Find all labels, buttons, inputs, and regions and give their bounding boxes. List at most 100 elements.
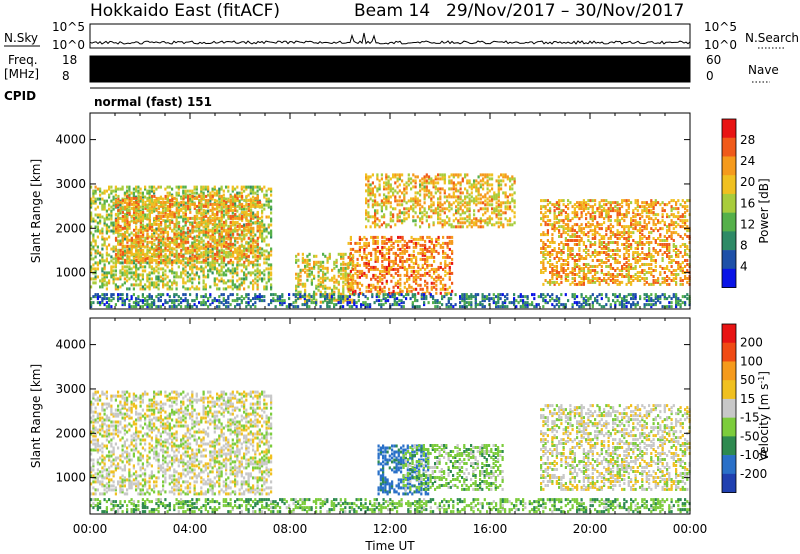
power-echo-cell xyxy=(198,246,201,250)
power-echo-cell xyxy=(144,224,147,228)
power-echo-cell xyxy=(297,280,300,284)
power-echo-cell xyxy=(234,256,237,260)
power-echo-cell xyxy=(252,238,255,242)
power-echo-cell xyxy=(155,283,158,287)
power-echo-cell xyxy=(182,246,185,250)
power-echo-cell xyxy=(175,229,178,233)
power-echo-cell xyxy=(207,261,210,265)
power-echo-cell xyxy=(222,265,225,269)
power-echo-cell xyxy=(166,191,169,195)
power-echo-cell xyxy=(605,209,608,213)
power-echo-cell xyxy=(155,236,158,240)
power-echo-cell xyxy=(352,255,355,259)
power-echo-cell xyxy=(416,199,419,203)
power-echo-cell xyxy=(509,177,512,181)
power-echo-cell xyxy=(153,231,156,235)
power-echo-cell xyxy=(182,230,185,234)
power-echo-cell xyxy=(396,185,399,189)
power-echo-cell xyxy=(155,258,158,262)
power-echo-cell xyxy=(365,197,368,201)
power-echo-cell xyxy=(466,215,469,219)
power-echo-cell xyxy=(385,207,388,211)
power-echo-cell xyxy=(220,267,223,271)
power-echo-cell xyxy=(168,261,171,265)
power-echo-cell xyxy=(495,197,498,201)
power-echo-cell xyxy=(119,271,122,275)
power-echo-cell xyxy=(171,271,174,275)
power-echo-cell xyxy=(207,209,210,213)
power-echo-cell xyxy=(135,271,138,275)
power-echo-cell xyxy=(546,209,549,213)
power-echo-cell xyxy=(186,251,189,255)
power-echo-cell xyxy=(168,191,171,195)
power-echo-cell xyxy=(234,203,237,207)
power-echo-cell xyxy=(166,261,169,265)
power-echo-cell xyxy=(433,249,436,253)
power-echo-cell xyxy=(139,265,142,269)
power-echo-cell xyxy=(322,280,325,284)
power-echo-cell xyxy=(220,239,223,243)
power-echo-cell xyxy=(591,205,594,209)
power-echo-cell xyxy=(576,259,579,262)
power-echo-cell xyxy=(196,256,199,260)
power-echo-cell xyxy=(571,249,574,252)
power-echo-cell xyxy=(562,231,565,235)
power-echo-cell xyxy=(166,196,169,200)
power-echo-cell xyxy=(295,276,298,280)
power-echo-cell xyxy=(209,234,212,238)
power-echo-cell xyxy=(600,241,603,244)
power-echo-cell xyxy=(225,250,228,254)
power-echo-cell xyxy=(196,260,199,264)
power-echo-cell xyxy=(110,275,113,279)
power-echo-cell xyxy=(567,243,570,246)
power-echo-cell xyxy=(479,201,482,205)
power-echo-cell xyxy=(232,204,235,208)
power-echo-cell xyxy=(243,207,246,211)
power-echo-cell xyxy=(567,267,570,270)
power-echo-cell xyxy=(218,197,221,201)
power-echo-cell xyxy=(162,237,165,241)
power-echo-cell xyxy=(227,226,230,230)
power-echo-cell xyxy=(612,279,615,282)
power-echo-cell xyxy=(231,279,234,283)
power-echo-cell xyxy=(132,203,135,207)
power-echo-cell xyxy=(126,250,129,254)
power-echo-cell xyxy=(177,265,180,269)
power-echo-cell xyxy=(214,256,217,260)
power-echo-cell xyxy=(259,204,262,208)
power-echo-cell xyxy=(155,208,158,212)
power-echo-cell xyxy=(415,245,418,249)
power-echo-cell xyxy=(439,197,442,201)
power-echo-cell xyxy=(240,207,243,211)
power-echo-cell xyxy=(419,193,422,197)
power-echo-cell xyxy=(196,204,199,208)
power-echo-cell xyxy=(306,254,309,258)
power-echo-cell xyxy=(259,220,262,224)
power-echo-cell xyxy=(394,175,397,179)
power-echo-cell xyxy=(428,245,431,249)
power-echo-cell xyxy=(419,217,422,221)
power-echo-cell xyxy=(399,289,402,293)
power-echo-cell xyxy=(356,275,359,279)
power-echo-cell xyxy=(607,271,610,274)
power-echo-cell xyxy=(426,287,429,291)
power-echo-cell xyxy=(457,209,460,213)
power-echo-cell xyxy=(99,259,102,263)
power-echo-cell xyxy=(229,242,232,246)
power-echo-cell xyxy=(164,273,167,277)
power-echo-cell xyxy=(331,278,334,282)
power-echo-cell xyxy=(479,217,482,221)
power-echo-cell xyxy=(254,269,257,273)
power-echo-cell xyxy=(421,217,424,221)
power-echo-cell xyxy=(225,236,228,240)
power-echo-cell xyxy=(261,189,264,193)
power-echo-cell xyxy=(101,269,104,273)
power-echo-cell xyxy=(128,202,131,206)
power-echo-cell xyxy=(401,237,404,241)
power-echo-cell xyxy=(151,232,154,236)
power-echo-cell xyxy=(261,279,264,283)
power-echo-cell xyxy=(596,209,599,213)
power-echo-cell xyxy=(99,213,102,217)
power-echo-cell xyxy=(444,263,447,267)
power-echo-cell xyxy=(258,187,261,191)
